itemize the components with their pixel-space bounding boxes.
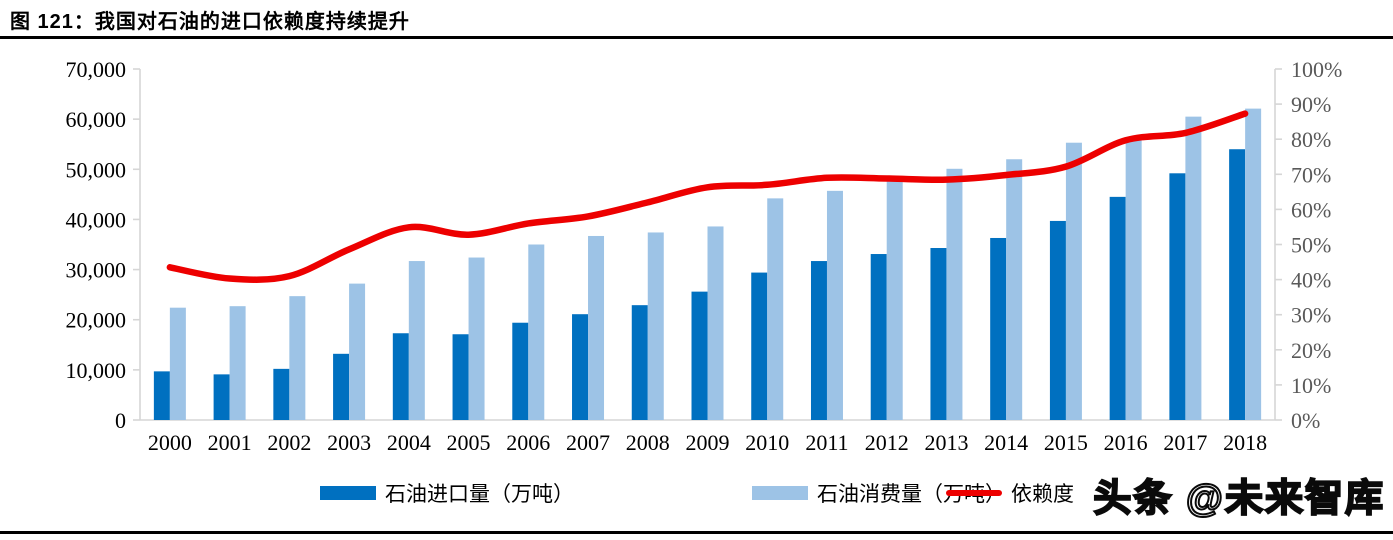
- consumption-bar: [1125, 139, 1142, 420]
- consumption-bar: [946, 168, 963, 420]
- x-tick-label: 2009: [686, 430, 730, 455]
- consumption-bar: [1065, 142, 1082, 420]
- import-bar: [153, 371, 170, 420]
- consumption-bar: [886, 178, 903, 420]
- consumption-bar: [349, 283, 366, 420]
- x-tick-label: 2001: [208, 430, 252, 455]
- consumption-bar: [1185, 116, 1202, 420]
- import-bar: [631, 305, 648, 420]
- x-tick-label: 2013: [924, 430, 968, 455]
- x-tick-label: 2010: [745, 430, 789, 455]
- x-tick-label: 2003: [327, 430, 371, 455]
- y-tick-label-right: 0%: [1291, 408, 1320, 433]
- consumption-bar-swatch: [752, 486, 808, 500]
- import-bar: [930, 248, 947, 420]
- import-bar: [691, 291, 708, 420]
- y-tick-label-right: 80%: [1291, 127, 1331, 152]
- consumption-bar: [707, 226, 724, 420]
- consumption-bar: [1245, 108, 1262, 420]
- consumption-bar: [468, 257, 485, 420]
- import-bar: [990, 237, 1007, 420]
- x-tick-label: 2007: [566, 430, 610, 455]
- y-tick-label-left: 40,000: [66, 207, 127, 232]
- y-tick-label-left: 50,000: [66, 157, 127, 182]
- legend-item-oil-imports: 石油进口量（万吨）: [320, 478, 574, 508]
- x-tick-label: 2018: [1223, 430, 1267, 455]
- x-tick-label: 2014: [984, 430, 1028, 455]
- y-tick-label-right: 10%: [1291, 373, 1331, 398]
- import-bar: [512, 322, 529, 420]
- y-tick-label-left: 0: [115, 408, 126, 433]
- y-tick-label-left: 70,000: [66, 57, 127, 82]
- dependence-line-swatch: [946, 490, 1002, 496]
- import-bar: [452, 334, 469, 420]
- x-tick-label: 2000: [148, 430, 192, 455]
- x-tick-label: 2017: [1163, 430, 1207, 455]
- import-bar: [213, 374, 230, 420]
- chart-legend: 石油进口量（万吨） 石油消费量（万吨） 依赖度: [0, 478, 1393, 508]
- x-tick-label: 2011: [805, 430, 848, 455]
- watermark-toutiao: 头条 @未来智库: [1092, 477, 1385, 521]
- consumption-bar: [826, 190, 843, 420]
- import-bar: [273, 368, 290, 420]
- oil-import-dependence-chart: 0 10,000 20,000 30,000 40,000 50,000 60,000 70,…: [66, 57, 1343, 455]
- bottom-border: [0, 531, 1393, 534]
- y-tick-label-left: 20,000: [66, 308, 127, 333]
- x-tick-label: 2008: [626, 430, 670, 455]
- y-tick-label-right: 60%: [1291, 197, 1331, 222]
- x-tick-label: 2002: [267, 430, 311, 455]
- consumption-bar: [588, 235, 605, 420]
- x-tick-label: 2004: [387, 430, 431, 455]
- y-tick-label-right: 70%: [1291, 162, 1331, 187]
- import-bar: [870, 254, 887, 420]
- import-bar: [1049, 220, 1066, 420]
- y-tick-label-right: 50%: [1291, 233, 1331, 258]
- legend-item-dependence: 依赖度: [946, 478, 1074, 508]
- y-tick-label-right: 30%: [1291, 303, 1331, 328]
- legend-label: 石油进口量（万吨）: [385, 482, 574, 506]
- x-tick-label: 2006: [506, 430, 550, 455]
- consumption-bar: [1006, 159, 1023, 420]
- consumption-bar: [767, 198, 784, 420]
- import-bar: [1169, 173, 1186, 420]
- figure-title: 图 121：我国对石油的进口依赖度持续提升: [10, 11, 410, 33]
- legend-label: 依赖度: [1011, 482, 1074, 506]
- consumption-bar: [289, 296, 306, 420]
- consumption-bar: [528, 244, 545, 420]
- consumption-bar: [169, 307, 186, 420]
- y-tick-label-right: 40%: [1291, 268, 1331, 293]
- x-tick-label: 2016: [1104, 430, 1148, 455]
- y-tick-label-left: 30,000: [66, 258, 127, 283]
- title-underline: [0, 36, 1393, 39]
- import-bar: [810, 261, 827, 420]
- import-bar-swatch: [320, 486, 376, 500]
- import-bar: [1109, 196, 1126, 420]
- import-bar: [392, 333, 409, 420]
- dependence-line: [166, 110, 1249, 283]
- import-bar: [1229, 149, 1246, 420]
- x-tick-label: 2005: [447, 430, 491, 455]
- y-tick-label-right: 20%: [1291, 338, 1331, 363]
- consumption-bar: [647, 232, 664, 420]
- import-bar: [751, 272, 768, 420]
- x-tick-label: 2012: [865, 430, 909, 455]
- import-bar: [333, 353, 350, 420]
- y-tick-label-left: 60,000: [66, 107, 127, 132]
- x-tick-label: 2015: [1044, 430, 1088, 455]
- y-tick-label-right: 100%: [1291, 57, 1342, 82]
- y-tick-label-right: 90%: [1291, 92, 1331, 117]
- import-bar: [572, 314, 589, 420]
- consumption-bar: [229, 306, 246, 420]
- y-tick-label-left: 10,000: [66, 358, 127, 383]
- consumption-bar: [408, 261, 425, 420]
